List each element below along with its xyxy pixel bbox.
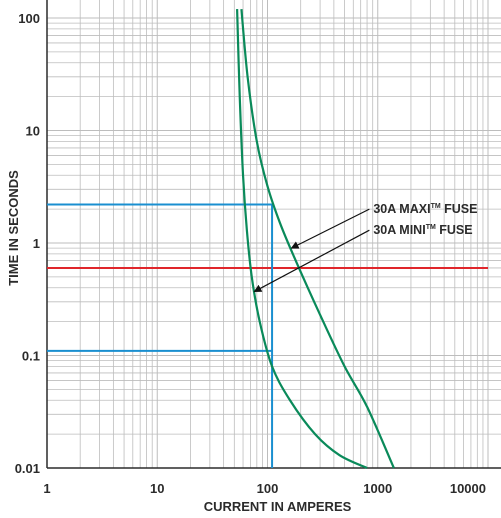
x-tick-label: 10 <box>150 481 164 496</box>
x-tick-label: 100 <box>257 481 279 496</box>
y-tick-label: 100 <box>18 11 40 26</box>
annotation-arrow-2 <box>253 229 370 293</box>
series-line-maxi-fuse <box>240 8 395 469</box>
annotation-arrow-1 <box>290 208 370 249</box>
x-axis-label: CURRENT IN AMPERES <box>204 499 352 514</box>
y-tick-label: 10 <box>26 124 40 139</box>
x-tick-label: 1000 <box>363 481 392 496</box>
y-tick-label: 0.1 <box>22 349 40 364</box>
x-tick-label: 10000 <box>450 481 486 496</box>
annotation-label-2: 30A MINITM FUSE <box>373 223 472 237</box>
y-tick-label: 0.01 <box>15 461 40 476</box>
y-tick-label: 1 <box>33 236 40 251</box>
grid <box>46 0 501 469</box>
tick-labels: 1 10 100 1000 10000 0.01 0.1 1 10 100 <box>15 11 486 496</box>
x-tick-label: 1 <box>43 481 50 496</box>
reference-lines <box>47 203 488 468</box>
annotations: 30A MAXITM FUSE 30A MINITM FUSE <box>253 202 477 293</box>
series <box>236 8 395 470</box>
y-axis-label: TIME IN SECONDS <box>6 170 21 286</box>
series-line-mini-fuse <box>236 9 368 470</box>
annotation-label-1: 30A MAXITM FUSE <box>373 202 477 216</box>
